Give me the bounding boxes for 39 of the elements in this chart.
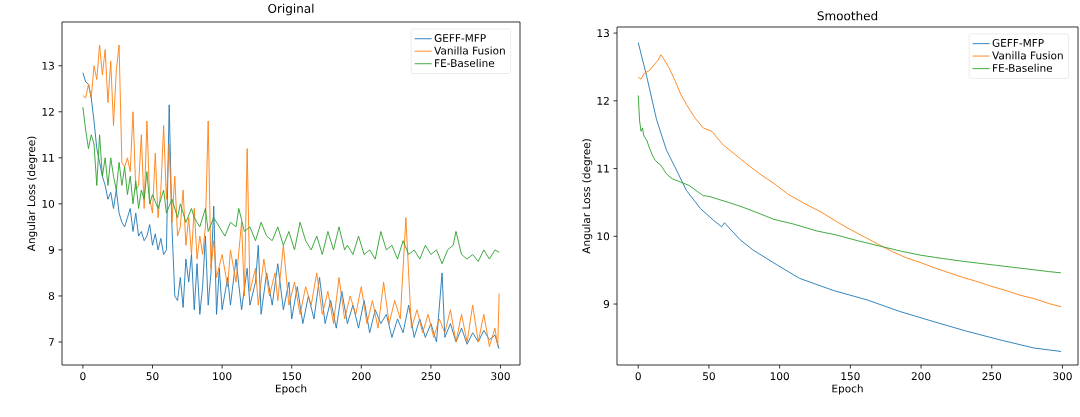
y-tick-label: 7 (48, 338, 54, 346)
x-tick-label: 250 (421, 372, 441, 381)
x-tick-label: 250 (982, 372, 1002, 381)
chart-title: Original (268, 3, 314, 16)
y-axis-title: Angular Loss (degree) (582, 139, 593, 254)
x-axis-title: Epoch (832, 384, 863, 395)
chart-title: Smoothed (817, 11, 878, 21)
y-axis-title: Angular Loss (degree) (27, 136, 38, 252)
legend-label: GEFF-MFP (992, 38, 1044, 47)
y-tick-label: 10 (597, 232, 610, 241)
legend-label: FE-Baseline (993, 63, 1053, 72)
y-tick-label: 12 (597, 96, 609, 105)
legend-label: GEFF-MFP (434, 34, 486, 42)
x-tick-label: 0 (635, 372, 641, 381)
line-series (82, 106, 500, 265)
y-tick-label: 12 (42, 107, 54, 116)
x-tick-label: 50 (146, 372, 159, 381)
legend-label: FE-Baseline (435, 58, 495, 68)
x-tick-label: 100 (770, 372, 789, 381)
x-tick-label: 150 (282, 372, 302, 381)
y-tick-label: 11 (597, 164, 609, 173)
y-tick-label: 9 (603, 300, 610, 309)
x-tick-label: 200 (911, 372, 931, 381)
x-tick-label: 300 (491, 372, 510, 381)
legend-label: Vanilla Fusion (992, 51, 1063, 60)
x-tick-label: 0 (80, 372, 86, 381)
x-tick-label: 100 (213, 372, 232, 381)
x-axis-title: Epoch (275, 384, 307, 395)
x-tick-label: 150 (841, 372, 860, 381)
x-tick-label: 300 (1053, 372, 1072, 381)
y-tick-label: 11 (42, 153, 54, 162)
y-tick-label: 10 (42, 199, 55, 208)
y-tick-label: 9 (48, 245, 55, 254)
y-tick-label: 13 (597, 29, 609, 38)
y-tick-label: 8 (48, 291, 55, 300)
y-tick-label: 13 (42, 61, 54, 70)
legend-label: Vanilla Fusion (434, 46, 505, 55)
x-tick-label: 50 (703, 372, 715, 381)
x-tick-label: 200 (352, 372, 371, 381)
